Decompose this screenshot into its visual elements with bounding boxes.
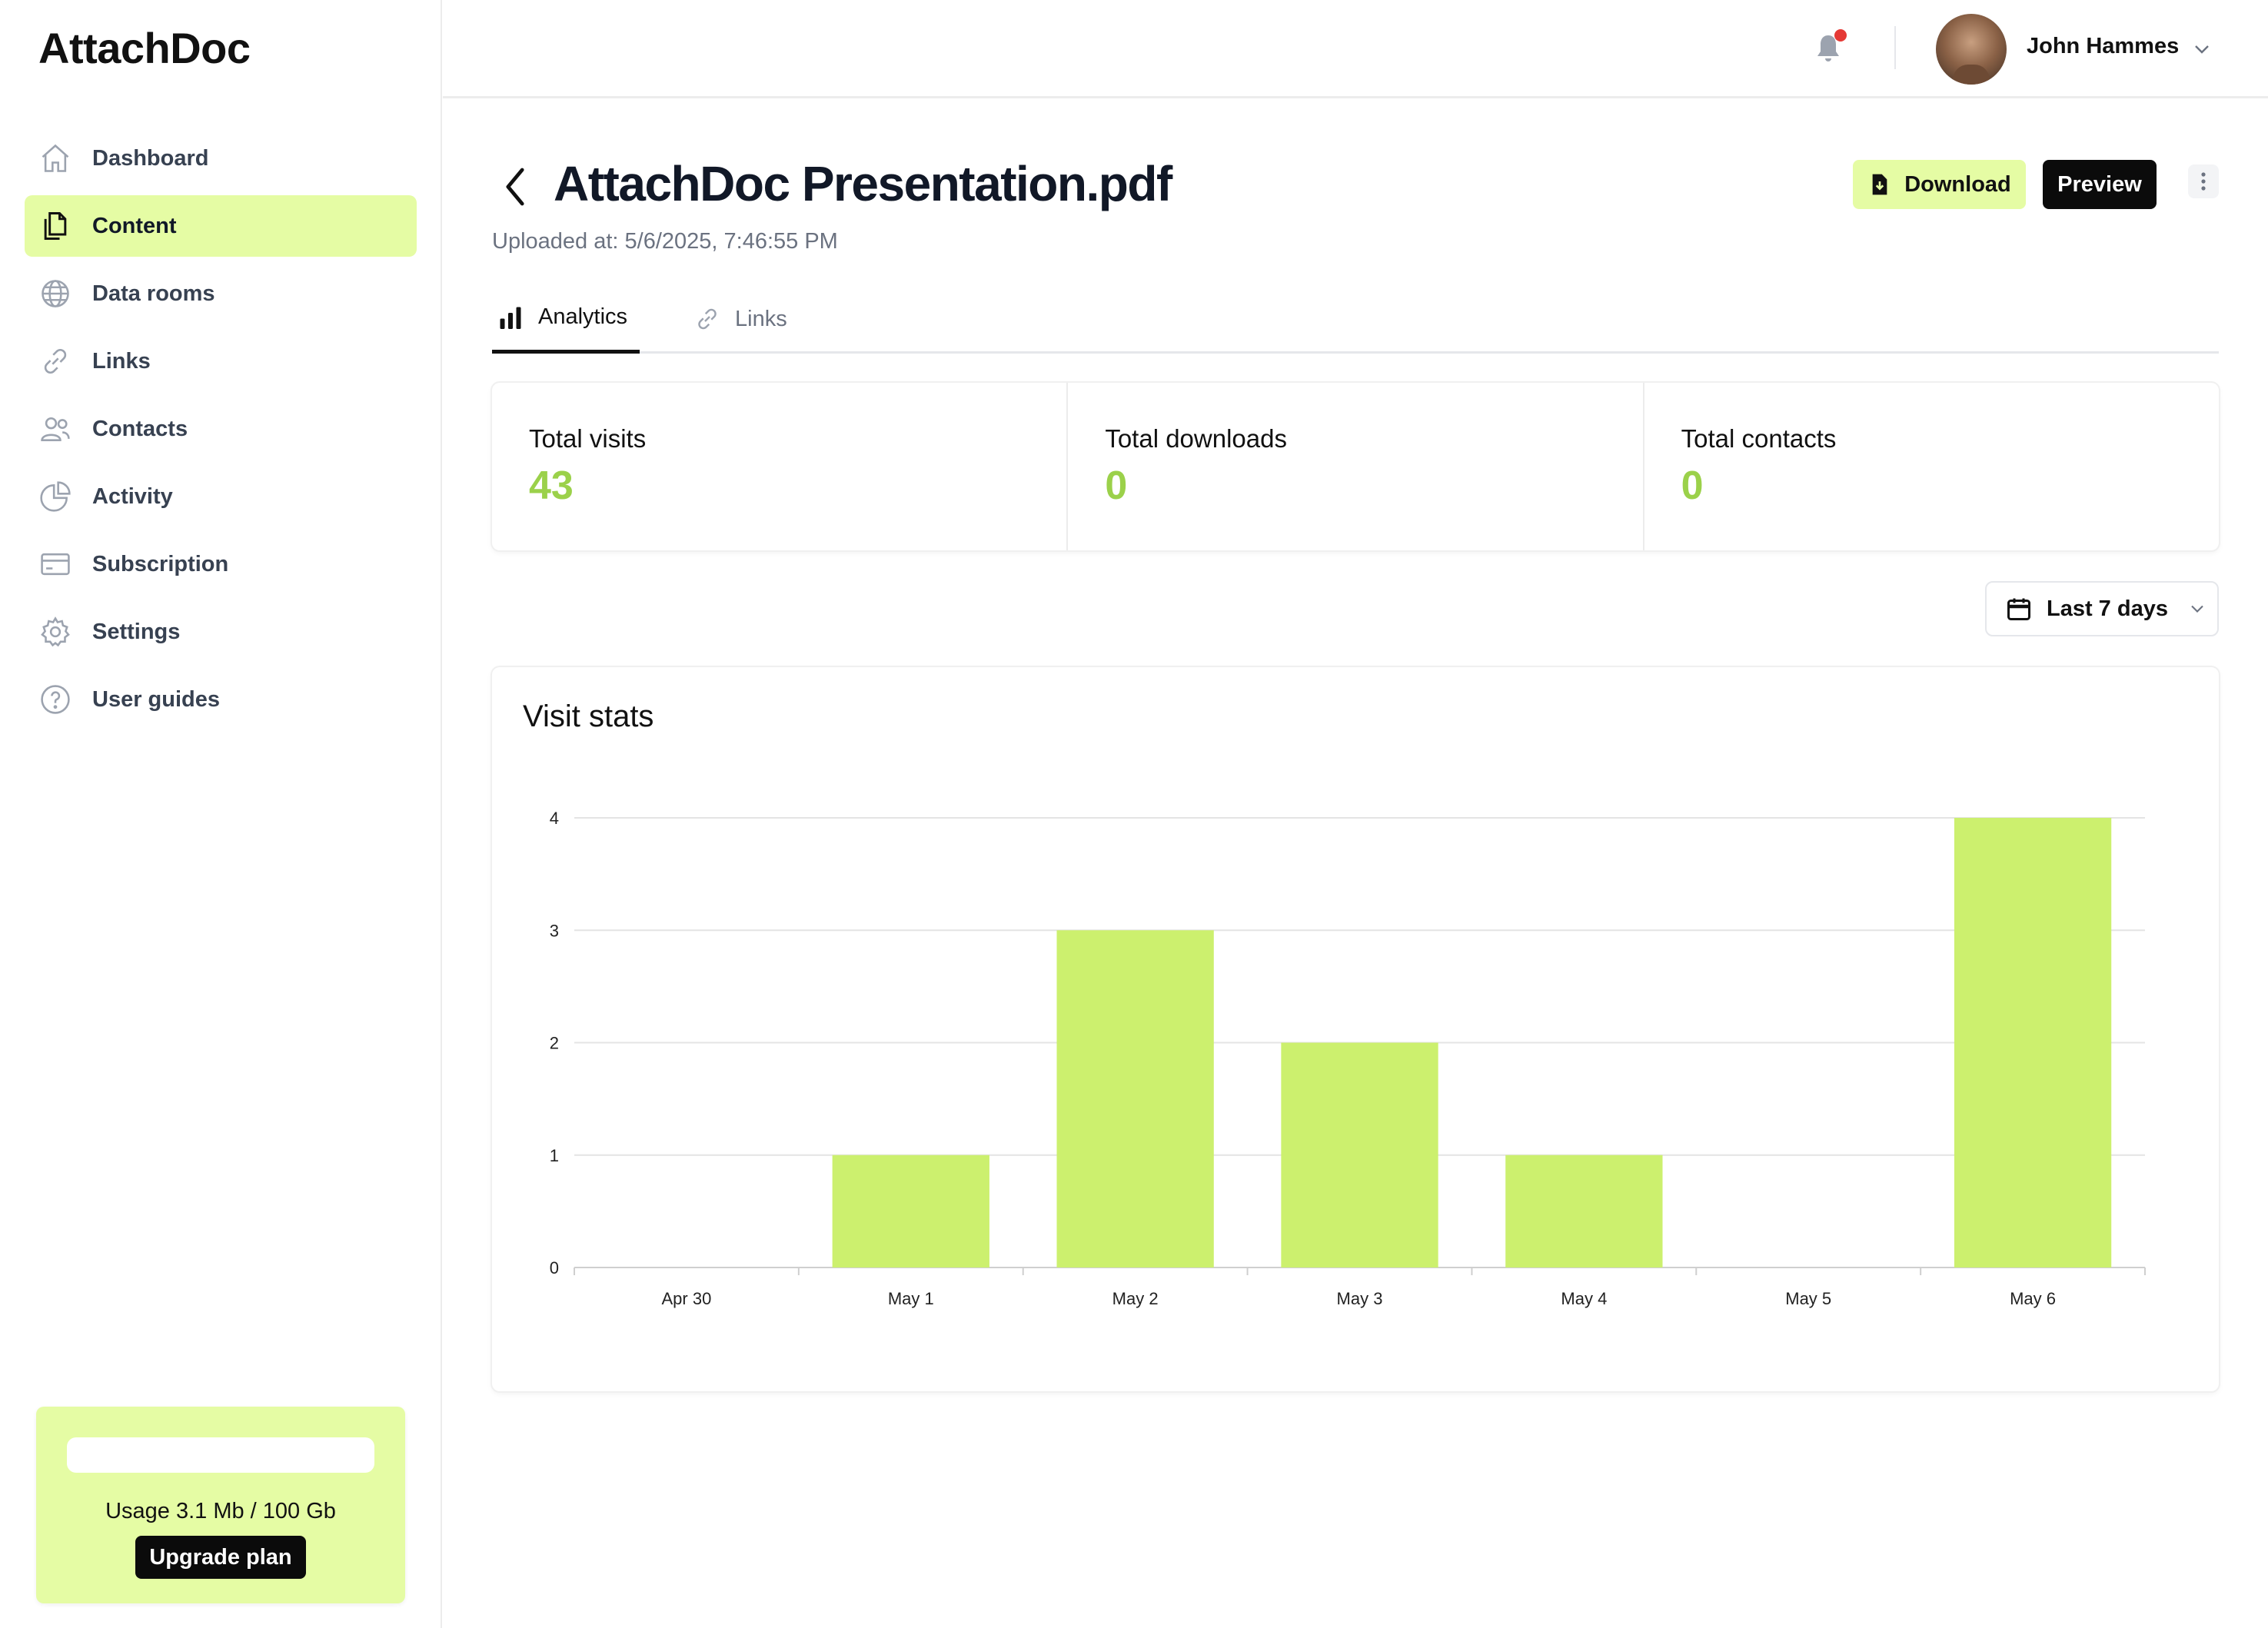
preview-button[interactable]: Preview bbox=[2043, 160, 2157, 209]
sidebar: AttachDoc Dashboard Content Data rooms L… bbox=[0, 0, 442, 1628]
sidebar-item-label: Data rooms bbox=[92, 281, 215, 306]
visit-stats-card: Visit stats 0 1 2 3 4 Apr 30 May 1 May 2 May 3 Ma… bbox=[492, 667, 2219, 1391]
avatar[interactable] bbox=[1936, 14, 2007, 85]
stat-value: 0 bbox=[1105, 463, 1128, 508]
top-bar: John Hammes bbox=[443, 0, 2268, 98]
tab-label: Analytics bbox=[538, 304, 628, 329]
bar-chart-icon bbox=[500, 307, 521, 329]
chart-bar bbox=[1281, 1042, 1438, 1268]
stat-label: Total visits bbox=[529, 424, 647, 453]
stat-total-downloads: Total downloads 0 bbox=[1068, 383, 1644, 550]
stat-label: Total downloads bbox=[1105, 424, 1287, 453]
sidebar-item-label: Dashboard bbox=[92, 145, 209, 171]
page-title: AttachDoc Presentation.pdf bbox=[554, 156, 1172, 211]
x-tick-label: Apr 30 bbox=[662, 1289, 712, 1308]
usage-card: Usage 3.1 Mb / 100 Gb Upgrade plan bbox=[36, 1407, 405, 1603]
home-icon bbox=[38, 141, 72, 175]
stat-value: 0 bbox=[1681, 463, 1704, 508]
bell-icon[interactable] bbox=[1810, 31, 1847, 68]
x-tick-label: May 1 bbox=[888, 1289, 934, 1308]
notification-dot bbox=[1834, 29, 1847, 42]
sidebar-item-label: Settings bbox=[92, 619, 181, 644]
sidebar-item-label: Activity bbox=[92, 483, 173, 509]
stat-label: Total contacts bbox=[1681, 424, 1837, 453]
download-label: Download bbox=[1904, 171, 2011, 197]
chevron-down-icon bbox=[2191, 605, 2203, 613]
tab-links[interactable]: Links bbox=[693, 284, 787, 354]
sidebar-item-label: Contacts bbox=[92, 416, 188, 441]
x-tick-label: May 5 bbox=[1785, 1289, 1831, 1308]
y-tick-label: 1 bbox=[550, 1146, 559, 1165]
user-name[interactable]: John Hammes bbox=[2027, 34, 2180, 58]
more-options-button[interactable] bbox=[2188, 164, 2219, 198]
sidebar-item-links[interactable]: Links bbox=[25, 331, 417, 392]
globe-icon bbox=[38, 277, 72, 311]
chart-bar bbox=[1505, 1155, 1663, 1268]
chart-title: Visit stats bbox=[523, 699, 654, 733]
sidebar-item-content[interactable]: Content bbox=[25, 195, 417, 257]
y-tick-label: 0 bbox=[550, 1258, 559, 1277]
usage-text: Usage 3.1 Mb / 100 Gb bbox=[105, 1499, 336, 1523]
stat-total-visits: Total visits 43 bbox=[492, 383, 1069, 550]
sidebar-item-user-guides[interactable]: User guides bbox=[25, 669, 417, 730]
sidebar-item-label: Content bbox=[92, 213, 177, 238]
upgrade-plan-button[interactable]: Upgrade plan bbox=[135, 1536, 306, 1579]
tab-analytics[interactable]: Analytics bbox=[492, 284, 640, 354]
tab-bar: Analytics Links bbox=[492, 284, 2219, 354]
gear-icon bbox=[38, 615, 72, 649]
sidebar-item-label: User guides bbox=[92, 686, 220, 712]
usage-progress-bar bbox=[67, 1437, 374, 1473]
sidebar-item-label: Subscription bbox=[92, 551, 229, 576]
sidebar-item-activity[interactable]: Activity bbox=[25, 466, 417, 527]
sidebar-item-subscription[interactable]: Subscription bbox=[25, 533, 417, 595]
credit-card-icon bbox=[38, 547, 72, 581]
x-tick-label: May 2 bbox=[1112, 1289, 1159, 1308]
chevron-down-icon[interactable] bbox=[2190, 37, 2214, 61]
uploaded-timestamp: Uploaded at: 5/6/2025, 7:46:55 PM bbox=[492, 229, 838, 254]
topbar-divider bbox=[1894, 26, 1896, 69]
sidebar-item-contacts[interactable]: Contacts bbox=[25, 398, 417, 460]
more-vertical-icon bbox=[2201, 172, 2206, 191]
sidebar-item-settings[interactable]: Settings bbox=[25, 601, 417, 663]
chart-bar bbox=[832, 1155, 989, 1268]
stats-panel: Total visits 43 Total downloads 0 Total … bbox=[492, 383, 2219, 550]
x-tick-label: May 4 bbox=[1561, 1289, 1607, 1308]
question-circle-icon bbox=[38, 683, 72, 716]
x-tick-label: May 3 bbox=[1337, 1289, 1383, 1308]
y-tick-label: 2 bbox=[550, 1034, 559, 1053]
calendar-icon bbox=[2007, 598, 2030, 620]
sidebar-item-label: Links bbox=[92, 348, 151, 374]
pie-chart-icon bbox=[38, 480, 72, 513]
sidebar-item-dashboard[interactable]: Dashboard bbox=[25, 128, 417, 189]
stat-total-contacts: Total contacts 0 bbox=[1644, 383, 2219, 550]
chart-bar bbox=[1954, 818, 2112, 1268]
sidebar-item-data-rooms[interactable]: Data rooms bbox=[25, 263, 417, 324]
app-logo[interactable]: AttachDoc bbox=[38, 24, 251, 72]
date-range-label: Last 7 days bbox=[2047, 596, 2168, 621]
date-range-select[interactable]: Last 7 days bbox=[1985, 581, 2219, 636]
x-tick-label: May 6 bbox=[2010, 1289, 2056, 1308]
download-button[interactable]: Download bbox=[1853, 160, 2026, 209]
link-icon bbox=[38, 344, 72, 378]
y-tick-label: 4 bbox=[550, 809, 559, 828]
link-icon bbox=[698, 308, 717, 330]
sidebar-nav: Dashboard Content Data rooms Links Conta… bbox=[25, 128, 417, 736]
documents-icon bbox=[38, 209, 72, 243]
y-tick-label: 3 bbox=[550, 921, 559, 940]
visit-stats-chart: 0 1 2 3 4 Apr 30 May 1 May 2 May 3 May 4 May 5 May … bbox=[550, 809, 2146, 1308]
back-arrow-icon[interactable] bbox=[498, 161, 532, 212]
file-download-icon bbox=[1872, 174, 1887, 195]
users-icon bbox=[38, 412, 72, 446]
tab-label: Links bbox=[735, 306, 787, 331]
stat-value: 43 bbox=[529, 463, 574, 508]
chart-bar bbox=[1056, 930, 1214, 1268]
